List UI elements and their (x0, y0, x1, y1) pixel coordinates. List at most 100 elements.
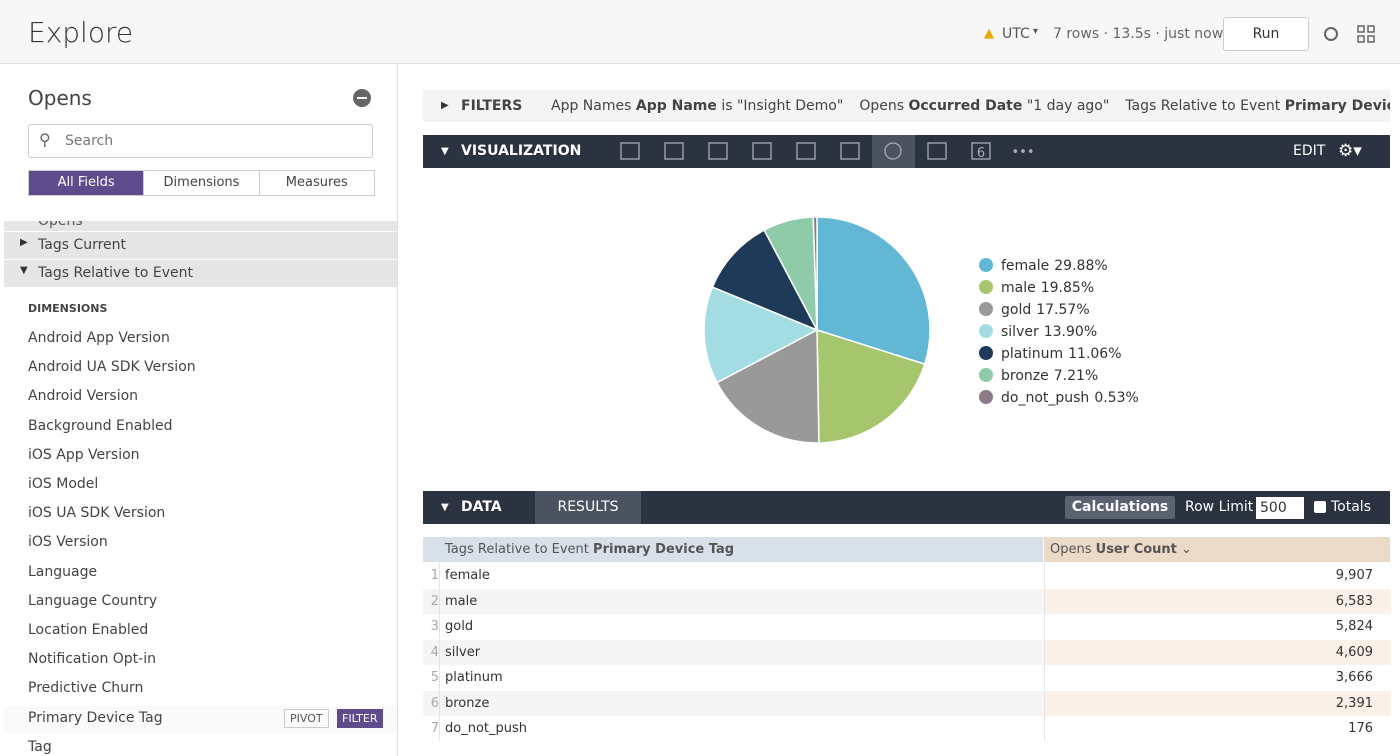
visualization-label[interactable]: VISUALIZATION (461, 143, 582, 159)
bar-icon[interactable] (708, 142, 728, 160)
scatter-icon[interactable] (752, 142, 772, 160)
run-button[interactable]: Run (1223, 17, 1309, 51)
field-row[interactable]: Android App Version (4, 326, 397, 353)
sidebar: Opens ⚲ Search All Fields Dimensions Measu… (4, 64, 398, 756)
table-row: 5 platinum 3,666 (423, 665, 1390, 690)
more-icon[interactable]: ••• (1011, 145, 1034, 160)
field-name: iOS App Version (28, 446, 140, 463)
data-label[interactable]: DATA (461, 499, 502, 515)
column-prefix: Tags Relative to Event (445, 542, 589, 557)
cell-count: 4,609 (1044, 639, 1391, 665)
field-row[interactable]: iOS UA SDK Version (4, 501, 397, 528)
filter-button[interactable]: FILTER (337, 708, 383, 728)
legend-entry[interactable]: silver 13.90% (1001, 324, 1097, 340)
field-name: Android UA SDK Version (28, 359, 196, 376)
filter-item[interactable]: App Names App Name is "Insight Demo" (551, 98, 843, 114)
settings-icon[interactable] (1324, 27, 1338, 41)
field-name: Location Enabled (28, 622, 149, 638)
cell-tag: do_not_push (445, 721, 527, 736)
column-header[interactable]: Opens User Count ⌄ (1044, 537, 1390, 562)
expand-caret[interactable]: ▼ (441, 502, 449, 513)
field-row[interactable]: Language (4, 560, 397, 587)
field-tab[interactable]: Measures (258, 171, 374, 195)
expand-caret: ▼ (20, 265, 28, 276)
legend-name: do_not_push (1001, 390, 1089, 406)
grid-icon[interactable] (1357, 25, 1375, 43)
filters-label[interactable]: FILTERS (461, 98, 523, 114)
legend-entry[interactable]: male 19.85% (1001, 280, 1094, 296)
field-name: iOS Version (28, 534, 108, 551)
cell-tag: female (445, 568, 490, 583)
viz-settings[interactable]: ⚙▾ (1338, 141, 1362, 161)
collapse-button[interactable] (353, 89, 371, 107)
pie-slice (816, 328, 926, 444)
legend-name: gold (1001, 302, 1031, 318)
field-row[interactable]: Background Enabled (4, 414, 397, 441)
pie-icon-active[interactable] (872, 135, 915, 168)
row-limit-input[interactable]: 500 (1256, 497, 1304, 519)
field-row[interactable]: iOS Model (4, 472, 397, 499)
column-header[interactable]: Tags Relative to Event Primary Device Ta… (423, 537, 1043, 562)
group-name: Tags Current (38, 237, 127, 253)
row-number: 2 (423, 588, 440, 614)
field-row[interactable]: Tag (4, 735, 397, 756)
field-row[interactable]: Language Country (4, 589, 397, 616)
legend-entry[interactable]: bronze 7.21% (1001, 368, 1098, 384)
results-tab[interactable]: RESULTS (535, 491, 641, 524)
filter-prefix: Tags Relative to Event (1125, 98, 1281, 114)
legend-entry[interactable]: gold 17.57% (1001, 302, 1090, 318)
field-tabs: All Fields Dimensions Measures (28, 170, 375, 196)
legend-entry[interactable]: platinum 11.06% (1001, 346, 1122, 362)
filter-item[interactable]: Tags Relative to Event Primary Device Ta… (1125, 98, 1390, 114)
search-box[interactable]: ⚲ Search (28, 124, 373, 158)
column-icon[interactable] (664, 142, 684, 160)
totals-checkbox[interactable] (1314, 501, 1326, 513)
field-tab[interactable]: All Fields (29, 171, 144, 195)
row-number: 7 (423, 716, 440, 741)
field-row[interactable]: iOS App Version (4, 443, 397, 470)
cell-tag: bronze (445, 695, 490, 711)
map-icon[interactable] (927, 142, 947, 160)
search-placeholder: Search (65, 133, 114, 149)
column-field: User Count (1095, 542, 1177, 557)
field-row[interactable]: iOS Version (4, 530, 397, 557)
field-name: Android App Version (28, 330, 170, 346)
sort-icon: ⌄ (1181, 542, 1192, 557)
table-row: 7 do_not_push 176 (423, 716, 1390, 741)
field-tab[interactable]: Dimensions (143, 171, 258, 195)
group-row[interactable]: ▼ Tags Relative to Event (4, 260, 397, 287)
edit-button[interactable]: EDIT (1293, 143, 1326, 159)
line-icon[interactable] (796, 142, 816, 160)
legend-entry[interactable]: female 29.88% (1001, 258, 1108, 274)
field-row[interactable]: Android UA SDK Version (4, 355, 397, 382)
cell-tag: silver (445, 644, 481, 660)
search-icon: ⚲ (39, 130, 51, 149)
cell-count: 176 (1044, 716, 1391, 741)
calculations-button[interactable]: Calculations (1065, 496, 1175, 519)
table-icon[interactable] (620, 142, 640, 160)
field-name: Predictive Churn (28, 680, 144, 697)
row-limit-label: Row Limit (1185, 499, 1254, 515)
column-field: Primary Device Tag (593, 542, 735, 557)
table-row: 3 gold 5,824 (423, 614, 1390, 639)
field-row[interactable]: Primary Device Tag PIVOT FILTER (4, 705, 397, 733)
timezone[interactable]: UTC (1002, 26, 1030, 42)
field-row[interactable]: Location Enabled (4, 618, 397, 645)
expand-caret[interactable]: ▼ (441, 146, 449, 157)
expand-caret[interactable]: ▶ (441, 100, 449, 111)
legend-entry[interactable]: do_not_push 0.53% (1001, 390, 1139, 406)
filter-item[interactable]: Opens Occurred Date "1 day ago" (859, 98, 1109, 114)
area-icon[interactable] (840, 142, 860, 160)
table-row: 2 male 6,583 (423, 588, 1391, 614)
filter-field: Occurred Date (908, 98, 1023, 114)
field-row[interactable]: Predictive Churn (4, 676, 397, 703)
legend-name: bronze (1001, 368, 1049, 384)
field-name: Language Country (28, 592, 158, 609)
single-value-icon[interactable] (971, 142, 991, 160)
group-row[interactable]: ▶ Tags Current (4, 232, 397, 259)
cell-count: 6,583 (1044, 588, 1391, 614)
field-row[interactable]: Android Version (4, 384, 397, 411)
field-row[interactable]: Notification Opt-in (4, 647, 397, 674)
pivot-button[interactable]: PIVOT (284, 708, 329, 728)
